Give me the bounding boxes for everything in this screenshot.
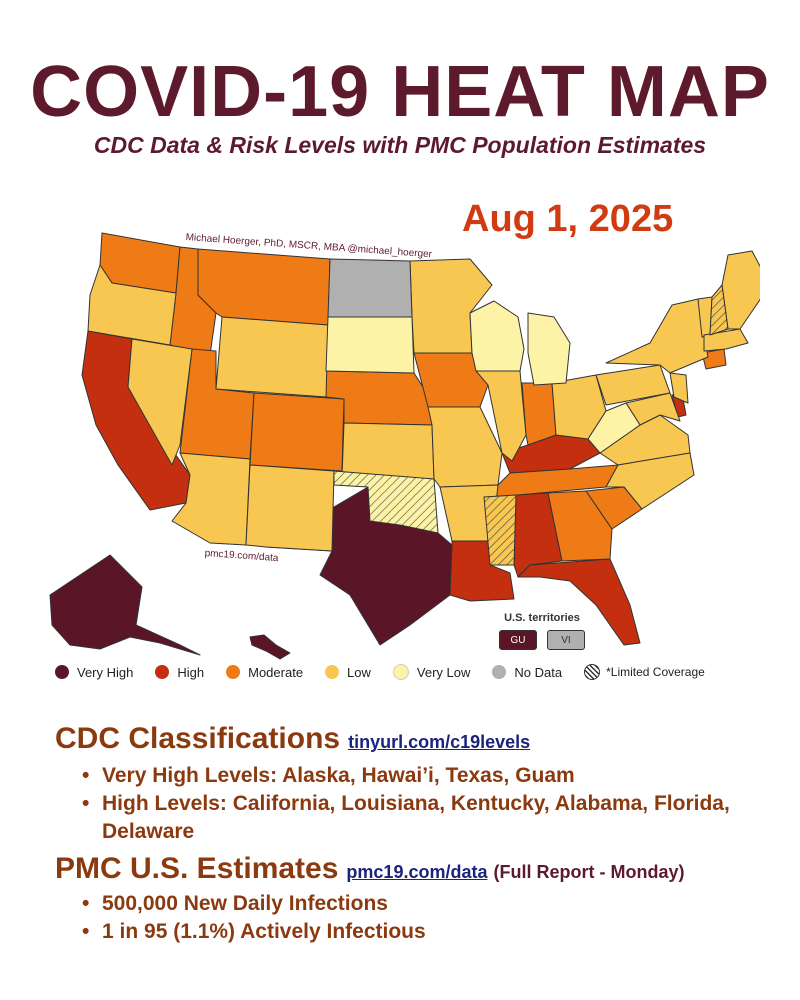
state-colorado (249, 392, 345, 472)
legend-swatch (155, 665, 170, 679)
state-wyoming (215, 316, 329, 398)
state-new-york (605, 298, 709, 374)
list-item: Very High Levels: Alaska, Hawai’i, Texas… (80, 762, 780, 790)
state-montana (197, 248, 331, 326)
state-wisconsin (469, 300, 525, 372)
legend-item-moderate: Moderate (226, 665, 303, 680)
pmc-bullets: 500,000 New Daily Infections 1 in 95 (1.… (80, 890, 780, 946)
state-hawaii (249, 634, 291, 660)
us-heat-map (49, 232, 760, 660)
cdc-heading: CDC Classifications (55, 722, 341, 755)
state-south-dakota (325, 316, 415, 374)
map-date: Aug 1, 2025 (462, 198, 674, 240)
pmc-heading-row: PMC U.S. Estimates pmc19.com/data (Full Re… (55, 852, 684, 886)
state-massachusetts (703, 328, 749, 352)
state-indiana (521, 382, 557, 446)
territories-label: U.S. territories (504, 612, 580, 624)
legend-swatch (325, 665, 340, 679)
state-oklahoma (333, 470, 439, 534)
state-nevada (127, 338, 193, 466)
state-georgia (547, 490, 613, 562)
page-title: COVID-19 HEAT MAP (30, 52, 770, 132)
pmc-link[interactable]: pmc19.com/data (346, 862, 488, 882)
legend-item-very-high: Very High (55, 665, 133, 680)
cdc-bullets: Very High Levels: Alaska, Hawai’i, Texas… (80, 762, 780, 846)
territory-vi: VI (547, 630, 585, 650)
legend-swatch (392, 664, 409, 680)
state-new-jersey (669, 372, 689, 404)
list-item: 1 in 95 (1.1%) Actively Infectious (80, 918, 780, 946)
cdc-link[interactable]: tinyurl.com/c19levels (348, 732, 531, 752)
state-north-carolina (605, 452, 695, 510)
state-west-virginia (587, 402, 641, 454)
pmc-note: (Full Report - Monday) (493, 862, 685, 882)
state-florida (517, 558, 641, 646)
state-mississippi (483, 494, 517, 566)
territory-gu: GU (499, 630, 537, 650)
list-item: 500,000 New Daily Infections (80, 890, 780, 918)
map-legend: Very High High Moderate Low Very Low No … (55, 664, 705, 680)
state-new-mexico (245, 464, 335, 552)
list-item: High Levels: California, Louisiana, Kent… (80, 790, 762, 846)
legend-item-high: High (155, 665, 204, 680)
state-kansas (341, 422, 435, 480)
state-alaska (49, 554, 201, 656)
state-new-hampshire (709, 284, 729, 336)
legend-item-very-low: Very Low (392, 664, 470, 680)
legend-swatch (226, 665, 241, 679)
legend-item-no-data: No Data (492, 665, 562, 680)
state-michigan (527, 312, 571, 386)
legend-item-low: Low (325, 665, 371, 680)
page-subtitle: CDC Data & Risk Levels with PMC Populati… (93, 132, 707, 158)
cdc-heading-row: CDC Classifications tinyurl.com/c19levels (55, 722, 530, 756)
legend-swatch (55, 665, 69, 679)
state-north-dakota (327, 258, 413, 318)
hatch-icon (584, 664, 601, 680)
legend-swatch (492, 665, 507, 679)
legend-item-limited-coverage: *Limited Coverage (584, 664, 705, 680)
territories-box: U.S. territories GU VI (492, 612, 592, 650)
state-missouri (427, 406, 503, 488)
pmc-heading: PMC U.S. Estimates (55, 852, 339, 885)
state-maine (721, 250, 760, 330)
